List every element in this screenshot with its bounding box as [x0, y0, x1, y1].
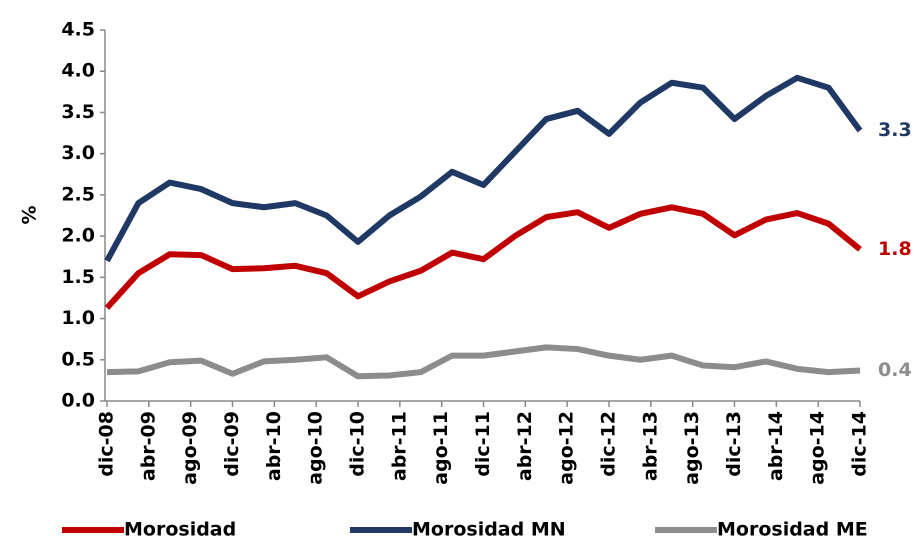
x-tick-label: abr-13: [639, 411, 661, 481]
x-tick-label: abr-12: [514, 411, 536, 481]
y-axis-label: %: [19, 205, 41, 224]
x-tick-label: dic-08: [96, 411, 118, 477]
value-label: 1.8: [878, 238, 912, 260]
x-tick-label: ago-12: [556, 411, 578, 485]
x-tick-label: ago-09: [179, 411, 201, 485]
x-tick-label: dic-14: [849, 411, 871, 477]
x-tick-label: abr-10: [263, 411, 285, 481]
x-tick-label: abr-09: [137, 411, 159, 481]
x-tick-label: ago-10: [305, 411, 327, 485]
value-label: 0.4: [878, 359, 912, 381]
y-tick-label: 0.0: [61, 390, 95, 412]
series-line: [107, 207, 860, 308]
x-tick-label: ago-11: [430, 411, 452, 485]
value-label: 3.3: [878, 119, 912, 141]
x-tick-label: dic-10: [347, 411, 369, 477]
x-tick-label: dic-12: [598, 411, 620, 477]
x-tick-label: abr-14: [765, 411, 787, 481]
x-tick-label: dic-13: [723, 411, 745, 477]
series-line: [107, 347, 860, 376]
x-tick-label: ago-14: [807, 411, 829, 485]
y-tick-label: 2.5: [61, 183, 95, 205]
legend-label: Morosidad: [124, 519, 236, 541]
x-tick-label: dic-11: [472, 411, 494, 477]
y-tick-label: 0.5: [61, 348, 95, 370]
y-tick-label: 3.5: [61, 101, 95, 123]
series-line: [107, 78, 860, 261]
x-tick-label: dic-09: [221, 411, 243, 477]
y-tick-label: 1.5: [61, 266, 95, 288]
y-tick-label: 4.0: [61, 60, 95, 82]
y-tick-label: 4.5: [61, 19, 95, 41]
legend-label: Morosidad MN: [412, 519, 566, 541]
legend-label: Morosidad ME: [717, 519, 868, 541]
y-tick-label: 1.0: [61, 307, 95, 329]
x-tick-label: ago-13: [681, 411, 703, 485]
y-tick-label: 3.0: [61, 142, 95, 164]
x-tick-label: abr-11: [388, 411, 410, 481]
y-tick-label: 2.0: [61, 225, 95, 247]
chart: % 0.0 0.5 1.0 1.5 2.0 2.5 3.0 3.5 4.0 4.5 dic-08 ab…: [0, 0, 918, 543]
